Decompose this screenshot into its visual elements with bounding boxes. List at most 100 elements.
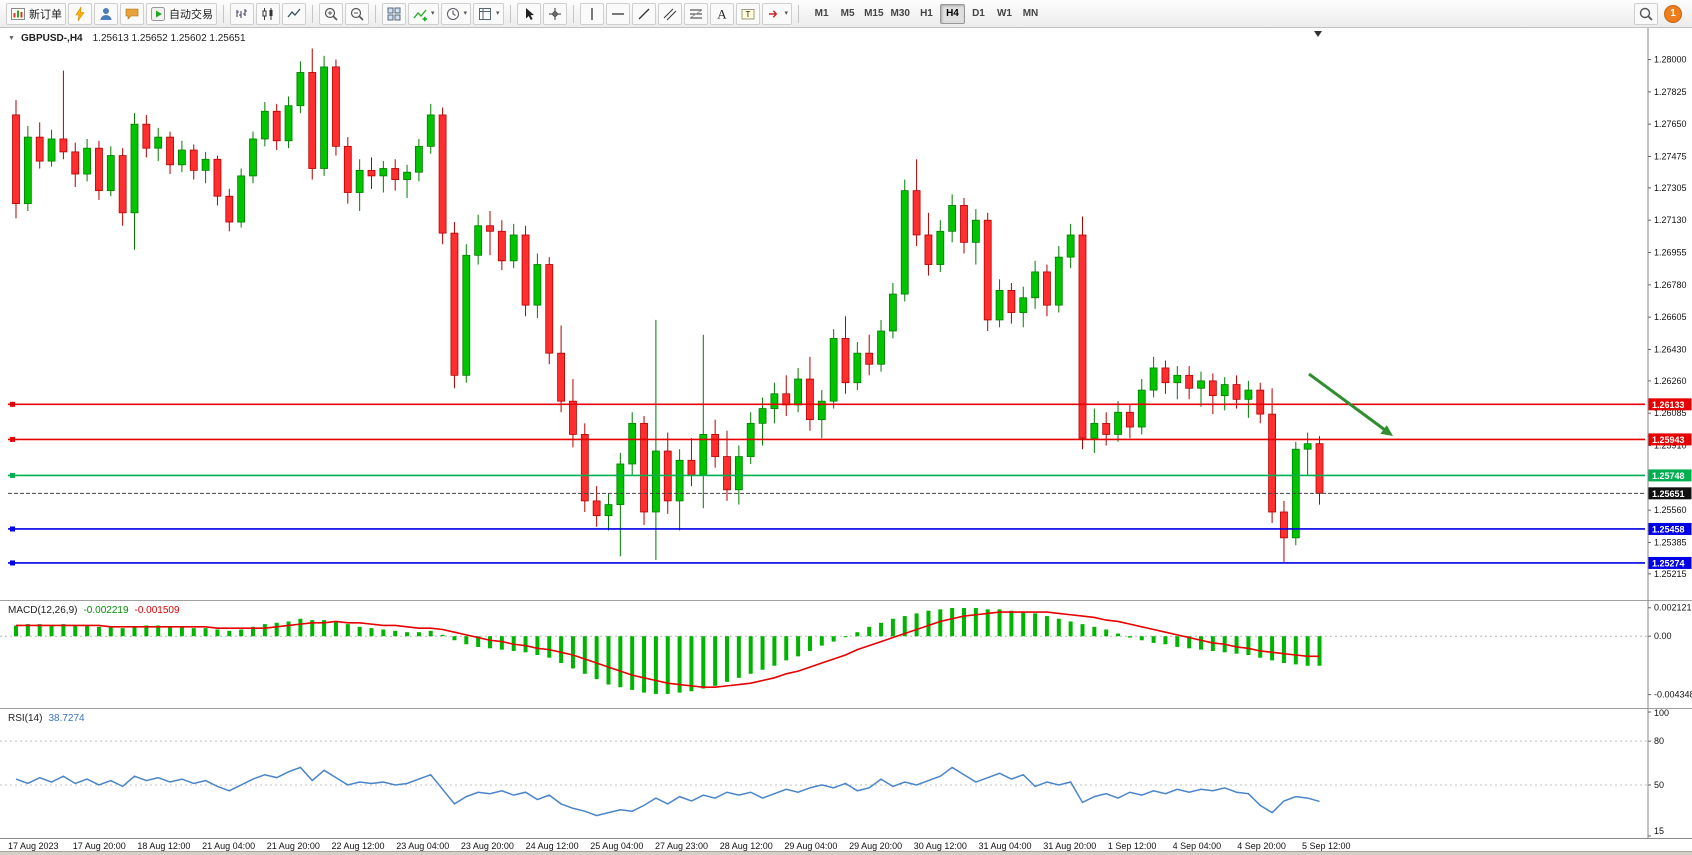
macd-histogram-bar [1234,636,1239,654]
text-label-button[interactable]: T [735,2,760,25]
macd-histogram-bar [950,608,955,637]
macd-histogram-bar [547,636,552,658]
arrows-button[interactable]: ▾ [761,2,793,25]
new-order-button[interactable]: 新订单 [6,2,66,25]
macd-histogram-bar [760,636,765,670]
templates-button[interactable]: ▾ [473,2,504,25]
price-axis-label: 1.27825 [1654,87,1687,97]
vertical-line-icon [590,7,593,20]
chart-window[interactable]: 1.28000 1.27825 1.27650 1.27475 1.27305 1.271… [0,28,1692,838]
text-button[interactable]: A [709,2,734,25]
macd-histogram-bar [997,609,1002,637]
time-axis[interactable]: 17 Aug 2023 17 Aug 20:00 18 Aug 12:00 21 Au… [0,838,1692,852]
candle [414,145,423,173]
candle [924,234,933,265]
candlestick-chart-button[interactable] [256,2,280,25]
macd-histogram-bar [736,636,741,678]
timeframe-w1[interactable]: W1 [996,7,1012,19]
zoom-in-icon [324,7,338,21]
profile-button[interactable] [94,2,118,25]
price-axis-label: 1.27305 [1654,183,1687,193]
level-line-handle[interactable] [10,436,15,442]
candle [391,168,400,180]
macd-histogram-bar [689,636,694,692]
candle [592,500,601,517]
timeframe-mn[interactable]: MN [1022,7,1039,19]
chevron-down-icon: ▾ [784,10,789,17]
zoom-out-button[interactable] [345,2,369,25]
candle [1303,443,1312,450]
level-line-handle[interactable] [10,401,15,407]
timeframe-h1[interactable]: H1 [920,7,933,19]
candle [142,123,151,149]
autotrading-button[interactable]: 自动交易 [146,2,217,25]
fibonacci-button[interactable] [683,2,708,25]
time-axis-label: 22 Aug 12:00 [331,841,385,851]
candle [1149,367,1158,391]
chart-shift-marker-icon[interactable] [1314,31,1322,37]
candle [1244,389,1253,400]
toolbar-separator [509,4,511,23]
search-button[interactable] [1634,2,1658,25]
candle [782,393,791,406]
cursor-button[interactable] [516,2,541,25]
macd-histogram-bar [1293,636,1298,665]
time-axis-label: 31 Aug 20:00 [1043,841,1097,851]
candle [936,230,945,265]
lightning-button[interactable] [68,2,92,25]
timeframe-h4[interactable]: H4 [939,3,965,24]
timeframe-m30[interactable]: M30 [890,7,910,19]
macd-histogram-bar [559,636,564,664]
trend-arrow-annotation[interactable] [1308,372,1386,432]
line-chart-button[interactable] [282,2,306,25]
trendline-button[interactable] [631,2,656,25]
macd-histogram-bar [819,636,824,646]
indicators-button[interactable]: ▾ [408,2,439,25]
svg-text:A: A [717,6,727,21]
level-line-handle[interactable] [10,472,15,478]
rsi-indicator-label: RSI(14) 38.7274 [8,713,85,724]
vertical-line-button[interactable] [579,2,604,25]
chat-button[interactable] [120,2,144,25]
macd-histogram-bar [890,618,895,637]
horizontal-line-button[interactable] [605,2,630,25]
timeframe-m1[interactable]: M1 [814,7,829,19]
candle [1268,413,1276,513]
toolbar-separator [798,4,800,23]
macd-histogram-bar [310,620,315,637]
macd-histogram-bar [1199,636,1203,650]
candle [249,138,257,177]
chart-canvas[interactable]: 1.28000 1.27825 1.27650 1.27475 1.27305 1.271… [0,28,1692,838]
toolbar-right: 1 [1634,2,1686,25]
macd-histogram-bar [772,636,777,666]
time-axis-label: 1 Sep 12:00 [1107,841,1157,851]
trend-arrow-head[interactable] [1380,425,1394,436]
symbol-title: GBPUSD-,H4 [20,33,83,44]
crosshair-button[interactable] [542,2,567,25]
candle [213,158,222,197]
time-axis-label: 29 Aug 20:00 [849,841,903,851]
rsi-axis-label: 15 [1654,826,1664,836]
level-line-handle[interactable] [10,526,15,532]
tile-windows-button[interactable] [382,2,406,25]
one-click-trading-expander-icon[interactable]: ▼ [8,35,15,42]
macd-histogram-bar [274,622,279,637]
bar-chart-button[interactable] [230,2,254,25]
level-line-handle[interactable] [10,560,15,566]
timeframe-m15[interactable]: M15 [864,7,884,19]
macd-histogram-bar [1068,621,1073,637]
timeframe-d1[interactable]: D1 [972,7,985,19]
macd-histogram-bar [938,609,943,637]
macd-histogram-bar [831,636,836,642]
macd-histogram-bar [843,636,848,638]
candle [438,114,447,234]
candle [450,232,459,376]
zoom-in-button[interactable] [319,2,343,25]
timeframe-m5[interactable]: M5 [840,7,855,19]
channel-button[interactable] [657,2,682,25]
price-level-label: 1.25274 [1652,558,1685,568]
notification-badge[interactable]: 1 [1664,4,1682,23]
macd-histogram-bar [1139,636,1144,641]
periods-button[interactable]: ▾ [440,2,472,25]
